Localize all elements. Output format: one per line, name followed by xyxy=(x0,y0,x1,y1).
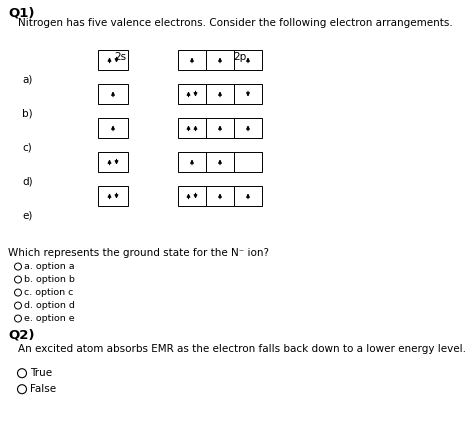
Bar xyxy=(178,84,206,104)
Bar xyxy=(178,118,206,138)
Bar xyxy=(98,152,128,172)
Bar xyxy=(234,186,262,206)
Text: b): b) xyxy=(22,109,33,119)
Bar xyxy=(206,186,234,206)
Text: 2p: 2p xyxy=(233,52,246,62)
Text: False: False xyxy=(30,384,56,394)
Bar xyxy=(178,152,206,172)
Bar xyxy=(206,50,234,70)
Text: d. option d: d. option d xyxy=(24,301,75,310)
Bar xyxy=(98,186,128,206)
Bar xyxy=(234,152,262,172)
Bar xyxy=(234,118,262,138)
Bar xyxy=(206,84,234,104)
Bar xyxy=(178,50,206,70)
Text: An excited atom absorbs EMR as the electron falls back down to a lower energy le: An excited atom absorbs EMR as the elect… xyxy=(18,344,466,354)
Bar xyxy=(234,50,262,70)
Text: c. option c: c. option c xyxy=(24,288,73,297)
Text: a): a) xyxy=(22,75,32,85)
Bar xyxy=(206,118,234,138)
Text: a. option a: a. option a xyxy=(24,262,74,271)
Text: d): d) xyxy=(22,177,33,187)
Bar xyxy=(178,186,206,206)
Bar xyxy=(98,50,128,70)
Text: 2s: 2s xyxy=(114,52,126,62)
Bar xyxy=(206,152,234,172)
Bar xyxy=(98,118,128,138)
Text: True: True xyxy=(30,368,52,378)
Text: Nitrogen has five valence electrons. Consider the following electron arrangement: Nitrogen has five valence electrons. Con… xyxy=(18,18,453,28)
Text: Q1): Q1) xyxy=(8,6,35,19)
Text: Which represents the ground state for the N⁻ ion?: Which represents the ground state for th… xyxy=(8,248,269,258)
Text: e): e) xyxy=(22,211,32,221)
Text: c): c) xyxy=(22,143,32,153)
Text: Q2): Q2) xyxy=(8,328,35,341)
Bar xyxy=(98,84,128,104)
Text: b. option b: b. option b xyxy=(24,275,75,284)
Text: e. option e: e. option e xyxy=(24,314,74,323)
Bar xyxy=(234,84,262,104)
